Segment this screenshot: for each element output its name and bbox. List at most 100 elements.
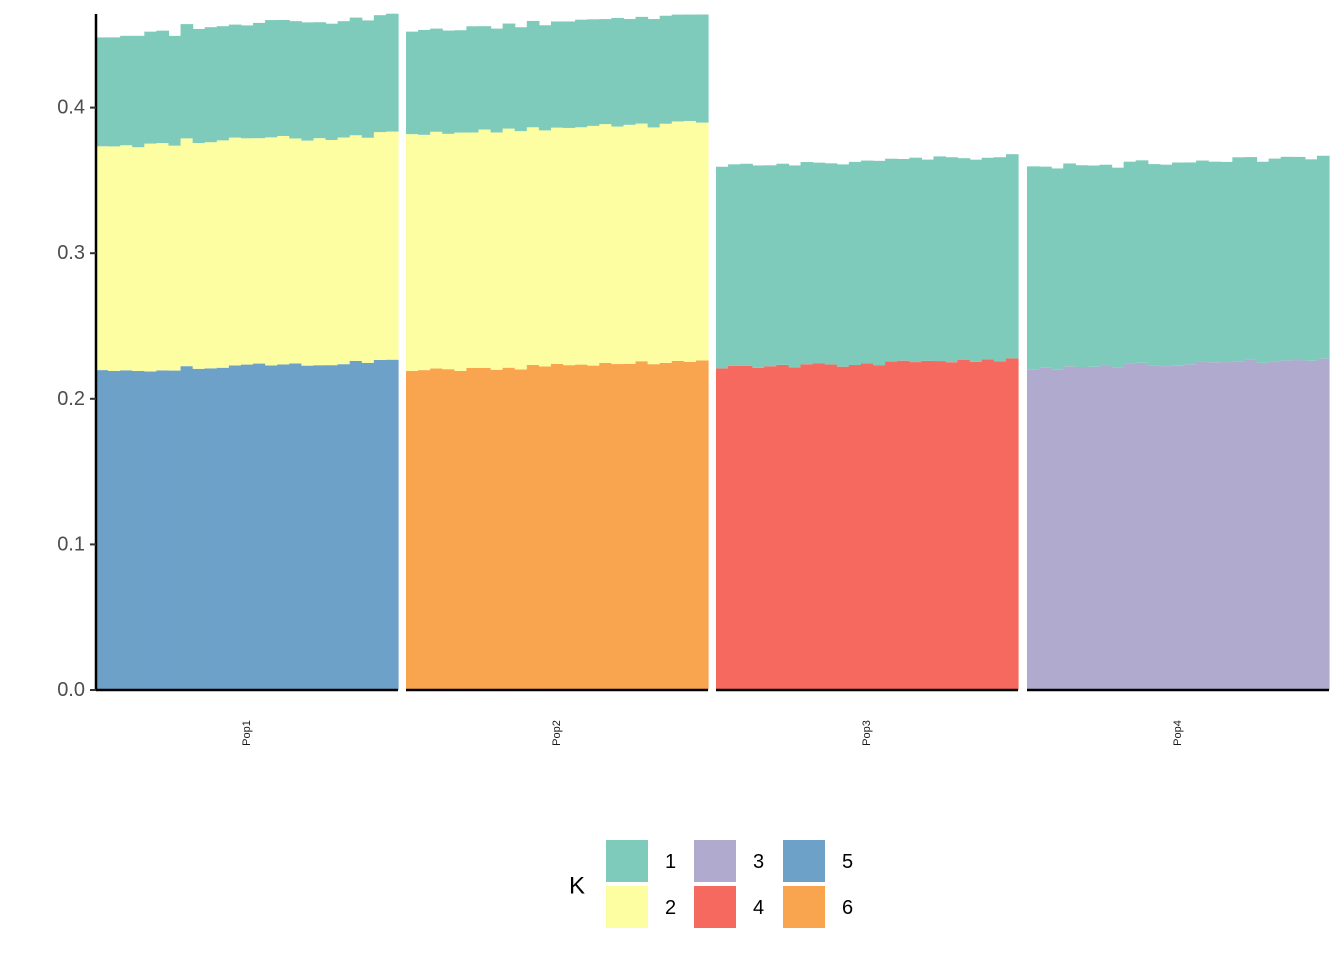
legend-swatch	[694, 886, 736, 928]
bar-segment-k1	[981, 157, 995, 360]
bar-segment-k2	[313, 138, 327, 366]
legend-swatch	[694, 840, 736, 882]
bar-segment-k1	[671, 14, 685, 122]
bar-segment-k4	[836, 366, 850, 690]
bar-segment-k1	[1005, 154, 1019, 359]
bar-segment-k3	[1292, 360, 1306, 690]
bar-segment-k2	[478, 129, 492, 368]
bar-segment-k1	[611, 17, 625, 127]
bar-segment-k1	[418, 29, 431, 135]
bar-segment-k5	[289, 363, 302, 690]
bar-segment-k1	[1268, 158, 1282, 362]
legend-label: 4	[753, 897, 764, 919]
bar-segment-k3	[1111, 367, 1125, 690]
bar-segment-k1	[156, 30, 170, 144]
axes: 0.0 0.1 0.2 0.3 0.4	[57, 14, 98, 701]
bar-segment-k1	[752, 165, 765, 368]
bar-segment-k3	[1268, 361, 1282, 690]
bar-segment-k5	[277, 364, 290, 690]
bar-segment-k1	[1232, 157, 1246, 362]
bar-segment-k3	[1075, 367, 1088, 690]
bar-segment-k1	[240, 25, 254, 139]
facet-pop4: Pop4	[1027, 155, 1330, 746]
legend-title: K	[569, 873, 585, 900]
bar-segment-k2	[204, 142, 218, 369]
bar-segment-k4	[1005, 358, 1019, 690]
bar-segment-k4	[728, 365, 741, 690]
bar-segment-k1	[253, 22, 266, 139]
bar-segment-k2	[265, 137, 278, 366]
bar-segment-k1	[695, 14, 709, 123]
facet-label: Pop4	[1172, 720, 1184, 746]
bar-segment-k1	[526, 20, 540, 128]
bar-segment-k4	[885, 361, 898, 690]
bar-segment-k5	[120, 370, 133, 690]
bar-segment-k3	[1039, 367, 1052, 690]
bar-segment-k2	[466, 132, 480, 368]
bar-segment-k6	[514, 369, 528, 690]
bar-segment-k1	[216, 26, 230, 141]
bar-segment-k2	[575, 127, 588, 365]
bar-segment-k1	[373, 15, 387, 133]
bar-segment-k4	[909, 362, 922, 690]
bar-segment-k1	[1147, 164, 1161, 366]
legend: K 1 2 3 4 5 6	[569, 840, 853, 928]
bar-segment-k2	[406, 134, 419, 371]
bar-segment-k1	[1220, 161, 1233, 363]
bar-segment-k2	[301, 140, 315, 366]
bar-segment-k1	[289, 21, 302, 139]
bar-segment-k1	[120, 35, 133, 146]
bar-segment-k6	[563, 365, 576, 690]
bar-segment-k2	[611, 126, 625, 365]
bar-segment-k1	[716, 166, 729, 369]
facet-label: Pop1	[241, 720, 253, 746]
bar-segment-k6	[550, 363, 564, 690]
bar-segment-k1	[1292, 156, 1306, 361]
bar-segment-k1	[1208, 161, 1221, 363]
legend-item-1: 1	[606, 840, 676, 882]
bar-segment-k1	[180, 24, 194, 139]
y-tick-label: 0.0	[57, 679, 85, 701]
bar-segment-k2	[647, 127, 661, 365]
bar-segment-k4	[740, 365, 753, 690]
bar-segment-k5	[337, 364, 351, 690]
bar-segment-k2	[454, 132, 467, 371]
facet-panels: Pop1 Pop2 Pop3 Pop4	[96, 13, 1330, 746]
bar-segment-k5	[228, 365, 242, 690]
bar-segment-k1	[337, 21, 351, 138]
bar-segment-k4	[752, 367, 765, 690]
legend-label: 3	[753, 851, 764, 873]
bar-segment-k2	[490, 132, 504, 370]
bar-segment-k3	[1304, 360, 1318, 690]
bar-segment-k2	[695, 122, 709, 361]
bar-segment-k2	[132, 147, 145, 372]
bar-segment-k2	[144, 143, 157, 372]
bar-segment-k2	[156, 143, 170, 371]
bar-segment-k6	[430, 368, 443, 690]
bar-segment-k6	[418, 370, 431, 690]
bar-segment-k4	[945, 362, 959, 690]
bar-segment-k3	[1208, 362, 1221, 690]
bar-segment-k6	[478, 368, 492, 690]
bar-segment-k1	[313, 22, 327, 139]
bar-segment-k1	[728, 164, 741, 366]
bar-segment-k6	[466, 367, 480, 690]
bar-segment-k3	[1147, 365, 1161, 690]
bar-segment-k2	[108, 146, 121, 371]
bar-segment-k1	[430, 28, 443, 132]
bar-segment-k1	[1171, 162, 1185, 366]
bar-segment-k2	[514, 131, 528, 370]
bar-segment-k5	[216, 367, 230, 690]
bar-segment-k1	[550, 21, 564, 128]
bar-segment-k2	[192, 143, 206, 369]
bar-segment-k2	[538, 130, 552, 367]
bar-segment-k4	[981, 359, 995, 690]
bar-segment-k1	[1123, 161, 1137, 364]
bar-segment-k2	[349, 135, 363, 361]
bar-segment-k6	[575, 364, 588, 690]
bar-segment-k3	[1280, 360, 1294, 690]
bar-segment-k2	[96, 146, 109, 371]
bar-segment-k4	[764, 366, 777, 690]
legend-swatch	[783, 886, 825, 928]
bar-segment-k2	[550, 127, 564, 364]
